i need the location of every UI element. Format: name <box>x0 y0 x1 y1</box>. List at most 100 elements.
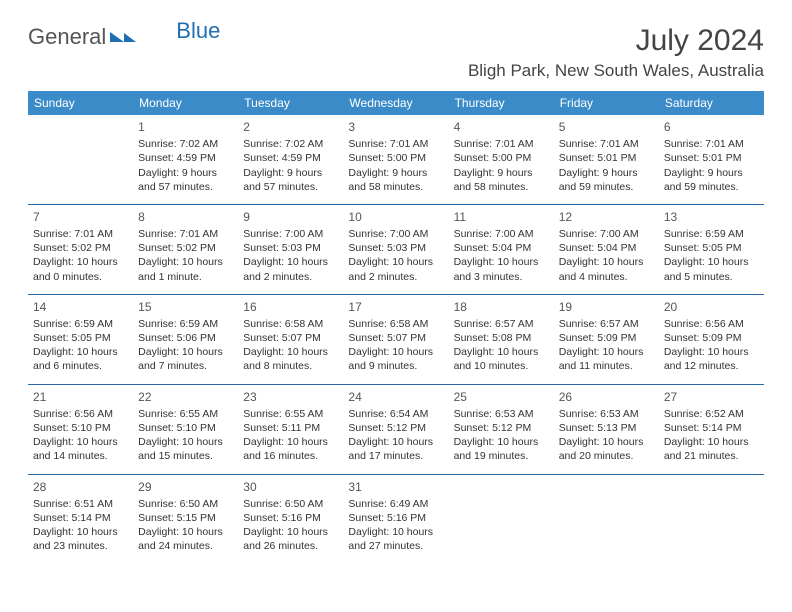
day-number: 18 <box>454 299 549 315</box>
sunset-text: Sunset: 5:04 PM <box>559 241 654 255</box>
sunset-text: Sunset: 4:59 PM <box>243 151 338 165</box>
day-number: 25 <box>454 389 549 405</box>
sunrise-text: Sunrise: 7:01 AM <box>664 137 759 151</box>
daylight-text: Daylight: 10 hours <box>454 255 549 269</box>
sunset-text: Sunset: 5:03 PM <box>243 241 338 255</box>
sunset-text: Sunset: 5:11 PM <box>243 421 338 435</box>
sunset-text: Sunset: 5:00 PM <box>454 151 549 165</box>
daylight-text: and 4 minutes. <box>559 270 654 284</box>
day-number: 26 <box>559 389 654 405</box>
day-number: 7 <box>33 209 128 225</box>
calendar-day-cell: 9Sunrise: 7:00 AMSunset: 5:03 PMDaylight… <box>238 204 343 294</box>
daylight-text: Daylight: 10 hours <box>664 345 759 359</box>
day-number: 28 <box>33 479 128 495</box>
calendar-day-cell: 27Sunrise: 6:52 AMSunset: 5:14 PMDayligh… <box>659 384 764 474</box>
calendar-day-cell <box>554 474 659 563</box>
daylight-text: and 14 minutes. <box>33 449 128 463</box>
daylight-text: Daylight: 10 hours <box>664 255 759 269</box>
sunrise-text: Sunrise: 6:59 AM <box>138 317 233 331</box>
day-number: 22 <box>138 389 233 405</box>
sunrise-text: Sunrise: 6:58 AM <box>243 317 338 331</box>
daylight-text: and 1 minute. <box>138 270 233 284</box>
sunset-text: Sunset: 5:02 PM <box>138 241 233 255</box>
sunset-text: Sunset: 5:06 PM <box>138 331 233 345</box>
sunset-text: Sunset: 5:08 PM <box>454 331 549 345</box>
calendar-week-row: 7Sunrise: 7:01 AMSunset: 5:02 PMDaylight… <box>28 204 764 294</box>
daylight-text: Daylight: 10 hours <box>138 255 233 269</box>
day-number: 23 <box>243 389 338 405</box>
calendar-day-cell: 20Sunrise: 6:56 AMSunset: 5:09 PMDayligh… <box>659 294 764 384</box>
location-subtitle: Bligh Park, New South Wales, Australia <box>468 61 764 81</box>
sunset-text: Sunset: 5:16 PM <box>243 511 338 525</box>
daylight-text: Daylight: 10 hours <box>348 345 443 359</box>
daylight-text: and 3 minutes. <box>454 270 549 284</box>
month-title: July 2024 <box>468 24 764 57</box>
daylight-text: Daylight: 9 hours <box>454 166 549 180</box>
daylight-text: Daylight: 10 hours <box>664 435 759 449</box>
calendar-day-cell: 22Sunrise: 6:55 AMSunset: 5:10 PMDayligh… <box>133 384 238 474</box>
sunset-text: Sunset: 5:10 PM <box>138 421 233 435</box>
daylight-text: and 23 minutes. <box>33 539 128 553</box>
calendar-week-row: 28Sunrise: 6:51 AMSunset: 5:14 PMDayligh… <box>28 474 764 563</box>
calendar-day-cell: 2Sunrise: 7:02 AMSunset: 4:59 PMDaylight… <box>238 115 343 204</box>
calendar-day-cell: 26Sunrise: 6:53 AMSunset: 5:13 PMDayligh… <box>554 384 659 474</box>
daylight-text: and 10 minutes. <box>454 359 549 373</box>
sunrise-text: Sunrise: 7:01 AM <box>348 137 443 151</box>
day-number: 5 <box>559 119 654 135</box>
daylight-text: Daylight: 10 hours <box>559 345 654 359</box>
calendar-day-cell: 15Sunrise: 6:59 AMSunset: 5:06 PMDayligh… <box>133 294 238 384</box>
calendar-day-cell: 4Sunrise: 7:01 AMSunset: 5:00 PMDaylight… <box>449 115 554 204</box>
calendar-week-row: 14Sunrise: 6:59 AMSunset: 5:05 PMDayligh… <box>28 294 764 384</box>
calendar-day-cell: 1Sunrise: 7:02 AMSunset: 4:59 PMDaylight… <box>133 115 238 204</box>
sunrise-text: Sunrise: 6:56 AM <box>664 317 759 331</box>
daylight-text: Daylight: 10 hours <box>454 345 549 359</box>
daylight-text: Daylight: 10 hours <box>33 525 128 539</box>
logo-mark-icon <box>110 24 136 50</box>
day-number: 1 <box>138 119 233 135</box>
sunset-text: Sunset: 5:04 PM <box>454 241 549 255</box>
calendar-day-cell: 7Sunrise: 7:01 AMSunset: 5:02 PMDaylight… <box>28 204 133 294</box>
calendar-day-cell: 18Sunrise: 6:57 AMSunset: 5:08 PMDayligh… <box>449 294 554 384</box>
daylight-text: and 2 minutes. <box>348 270 443 284</box>
sunrise-text: Sunrise: 6:50 AM <box>243 497 338 511</box>
day-header: Monday <box>133 91 238 115</box>
title-block: July 2024 Bligh Park, New South Wales, A… <box>468 24 764 81</box>
day-number: 10 <box>348 209 443 225</box>
day-number: 9 <box>243 209 338 225</box>
daylight-text: and 12 minutes. <box>664 359 759 373</box>
daylight-text: and 59 minutes. <box>664 180 759 194</box>
day-number: 4 <box>454 119 549 135</box>
calendar-day-cell: 30Sunrise: 6:50 AMSunset: 5:16 PMDayligh… <box>238 474 343 563</box>
daylight-text: Daylight: 10 hours <box>243 525 338 539</box>
day-number: 6 <box>664 119 759 135</box>
daylight-text: Daylight: 10 hours <box>243 435 338 449</box>
calendar-day-cell: 21Sunrise: 6:56 AMSunset: 5:10 PMDayligh… <box>28 384 133 474</box>
day-number: 31 <box>348 479 443 495</box>
daylight-text: and 19 minutes. <box>454 449 549 463</box>
day-number: 27 <box>664 389 759 405</box>
calendar-day-cell: 31Sunrise: 6:49 AMSunset: 5:16 PMDayligh… <box>343 474 448 563</box>
daylight-text: Daylight: 9 hours <box>138 166 233 180</box>
calendar-day-cell: 6Sunrise: 7:01 AMSunset: 5:01 PMDaylight… <box>659 115 764 204</box>
sunrise-text: Sunrise: 6:52 AM <box>664 407 759 421</box>
daylight-text: and 24 minutes. <box>138 539 233 553</box>
sunrise-text: Sunrise: 6:59 AM <box>664 227 759 241</box>
daylight-text: Daylight: 10 hours <box>138 345 233 359</box>
sunset-text: Sunset: 5:10 PM <box>33 421 128 435</box>
daylight-text: and 9 minutes. <box>348 359 443 373</box>
sunset-text: Sunset: 5:01 PM <box>559 151 654 165</box>
sunrise-text: Sunrise: 6:54 AM <box>348 407 443 421</box>
sunset-text: Sunset: 5:12 PM <box>348 421 443 435</box>
day-number: 19 <box>559 299 654 315</box>
sunset-text: Sunset: 5:14 PM <box>33 511 128 525</box>
daylight-text: Daylight: 10 hours <box>33 345 128 359</box>
daylight-text: Daylight: 10 hours <box>559 435 654 449</box>
daylight-text: Daylight: 10 hours <box>138 435 233 449</box>
calendar-day-cell: 17Sunrise: 6:58 AMSunset: 5:07 PMDayligh… <box>343 294 448 384</box>
daylight-text: Daylight: 9 hours <box>559 166 654 180</box>
day-number: 24 <box>348 389 443 405</box>
sunrise-text: Sunrise: 6:58 AM <box>348 317 443 331</box>
sunset-text: Sunset: 5:01 PM <box>664 151 759 165</box>
sunrise-text: Sunrise: 6:51 AM <box>33 497 128 511</box>
daylight-text: Daylight: 9 hours <box>243 166 338 180</box>
